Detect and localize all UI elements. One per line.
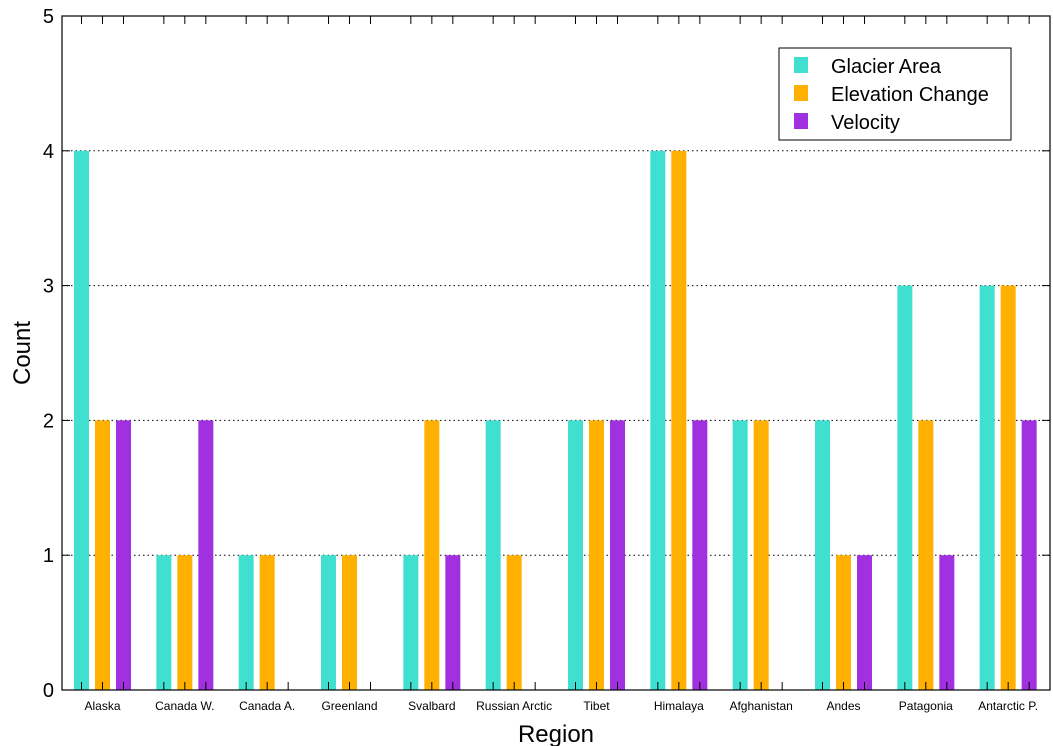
y-tick-labels: 0 1 2 3 4 5 xyxy=(43,6,54,702)
bar xyxy=(753,420,769,690)
x-tick-label: Alaska xyxy=(84,699,120,713)
y-tick-label: 3 xyxy=(43,276,54,298)
x-tick-label: Greenland xyxy=(321,699,377,713)
bar xyxy=(506,555,522,690)
bar xyxy=(918,420,934,690)
y-tick-label: 2 xyxy=(43,410,54,432)
legend-label: Velocity xyxy=(831,112,900,134)
bar xyxy=(116,420,131,690)
x-tick-label: Antarctic P. xyxy=(978,699,1038,713)
x-tick-label: Russian Arctic xyxy=(476,699,552,713)
bar xyxy=(238,555,254,690)
bar xyxy=(979,285,995,690)
legend-label: Elevation Change xyxy=(831,84,989,106)
plot-frame xyxy=(61,15,1051,691)
bar xyxy=(897,285,913,690)
bar xyxy=(857,555,872,690)
y-tick-label: 5 xyxy=(43,6,54,28)
bar xyxy=(342,555,357,690)
bar xyxy=(259,555,275,690)
x-tick-label: Canada W. xyxy=(155,699,214,713)
bar xyxy=(671,150,687,691)
legend-label: Glacier Area xyxy=(831,56,942,78)
bar xyxy=(610,420,625,690)
x-tick-label: Andes xyxy=(826,699,860,713)
bar xyxy=(589,420,604,690)
y-axis-title: Count xyxy=(9,321,36,385)
x-axis-title: Region xyxy=(518,721,594,746)
x-tick-label: Himalaya xyxy=(654,699,704,713)
x-tick-label: Patagonia xyxy=(899,699,953,713)
bar xyxy=(650,150,666,691)
bars-group xyxy=(74,150,1037,691)
bar xyxy=(177,555,193,690)
y-tick-label: 4 xyxy=(43,141,54,163)
bar xyxy=(445,555,461,690)
bar xyxy=(1000,285,1016,690)
bar xyxy=(836,555,851,690)
legend-swatch xyxy=(794,85,808,101)
bar xyxy=(568,420,583,690)
y-tick-label: 0 xyxy=(43,680,54,702)
x-tick-label: Tibet xyxy=(583,699,610,713)
x-tick-label: Svalbard xyxy=(408,699,455,713)
bar xyxy=(424,420,440,690)
bar xyxy=(485,420,501,690)
legend: Glacier Area Elevation Change Velocity xyxy=(778,47,1012,141)
bar xyxy=(732,420,748,690)
bar xyxy=(198,420,214,690)
bar xyxy=(692,420,708,690)
bar xyxy=(1021,420,1037,690)
x-tick-labels: Alaska Canada W. Canada A. Greenland Svalbar… xyxy=(84,699,1038,713)
axis-ticks xyxy=(62,15,1050,691)
legend-swatch xyxy=(794,57,808,73)
bar xyxy=(321,555,336,690)
bar xyxy=(95,420,110,690)
bar xyxy=(156,555,172,690)
bar xyxy=(74,150,89,691)
legend-swatch xyxy=(794,113,808,129)
x-tick-label: Afghanistan xyxy=(729,699,792,713)
legend-box xyxy=(778,47,1012,141)
x-tick-label: Canada A. xyxy=(239,699,295,713)
y-tick-label: 1 xyxy=(43,545,54,567)
bar xyxy=(815,420,830,690)
bar xyxy=(403,555,419,690)
bar xyxy=(939,555,955,690)
